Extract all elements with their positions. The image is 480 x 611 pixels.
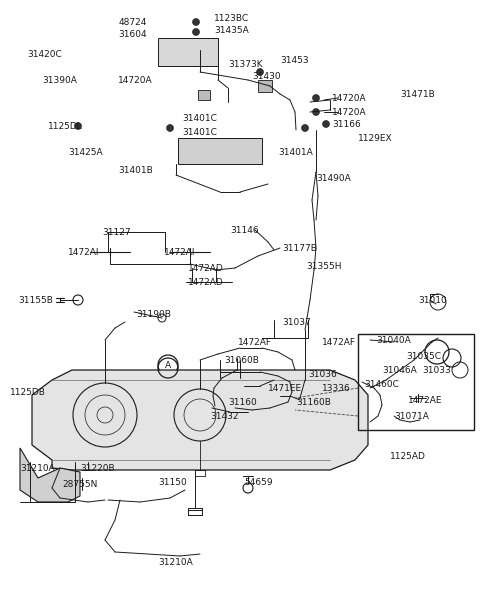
Text: 31425A: 31425A: [68, 148, 103, 157]
Text: 1472AD: 1472AD: [188, 278, 224, 287]
Text: 48724: 48724: [119, 18, 147, 27]
Text: 1129EX: 1129EX: [358, 134, 393, 143]
Text: 31060B: 31060B: [224, 356, 259, 365]
Text: 14720A: 14720A: [118, 76, 153, 85]
Text: 1472AI: 1472AI: [68, 248, 99, 257]
Circle shape: [301, 125, 309, 131]
Text: 31040A: 31040A: [376, 336, 411, 345]
Circle shape: [192, 18, 200, 26]
Text: 31160B: 31160B: [296, 398, 331, 407]
Text: 13336: 13336: [322, 384, 351, 393]
Text: 31046A: 31046A: [382, 366, 417, 375]
Text: 31177B: 31177B: [282, 244, 317, 253]
Text: 31435A: 31435A: [214, 26, 249, 35]
Bar: [158, 38, 218, 66]
Text: 31127: 31127: [102, 228, 131, 237]
Text: 1472AE: 1472AE: [408, 396, 443, 405]
Text: 31373K: 31373K: [228, 60, 263, 69]
Text: 31210A: 31210A: [158, 558, 193, 567]
Text: 1472AD: 1472AD: [188, 264, 224, 273]
Text: 31037: 31037: [282, 318, 311, 327]
Text: 31390A: 31390A: [42, 76, 77, 85]
Text: 31401C: 31401C: [182, 114, 217, 123]
Text: 31490A: 31490A: [316, 174, 351, 183]
Text: 1472AF: 1472AF: [322, 338, 356, 347]
Circle shape: [74, 122, 82, 130]
Text: 31146: 31146: [230, 226, 259, 235]
Bar: [258, 80, 272, 92]
Bar: [178, 138, 262, 164]
Text: 31401C: 31401C: [182, 128, 217, 137]
Text: 54659: 54659: [244, 478, 273, 487]
Text: 31453: 31453: [280, 56, 309, 65]
Text: 1123BC: 1123BC: [214, 14, 249, 23]
Text: 31033: 31033: [422, 366, 451, 375]
Circle shape: [323, 120, 329, 128]
Circle shape: [312, 109, 320, 115]
Text: 1472AF: 1472AF: [238, 338, 272, 347]
Text: 31460C: 31460C: [364, 380, 399, 389]
Text: 14720A: 14720A: [332, 108, 367, 117]
Text: 31430: 31430: [252, 72, 281, 81]
Text: 1125DL: 1125DL: [48, 122, 83, 131]
Text: 1471EE: 1471EE: [268, 384, 302, 393]
Text: 31401B: 31401B: [118, 166, 153, 175]
Text: 1125DB: 1125DB: [10, 388, 46, 397]
Text: 31155B: 31155B: [18, 296, 53, 305]
Text: 31160: 31160: [228, 398, 257, 407]
Polygon shape: [20, 448, 80, 502]
Text: 31036: 31036: [308, 370, 337, 379]
Text: 31432: 31432: [210, 412, 239, 421]
Text: 31420C: 31420C: [27, 50, 62, 59]
Circle shape: [256, 68, 264, 76]
Bar: [198, 90, 210, 100]
Text: 31010: 31010: [418, 296, 447, 305]
Text: 28755N: 28755N: [62, 480, 97, 489]
Text: 14720A: 14720A: [332, 94, 367, 103]
Bar: [358, 334, 474, 430]
Text: 31150: 31150: [158, 478, 187, 487]
Text: 31220B: 31220B: [80, 464, 115, 473]
Text: 31401A: 31401A: [278, 148, 313, 157]
Text: A: A: [165, 360, 171, 370]
Circle shape: [192, 29, 200, 35]
Text: 31166: 31166: [332, 120, 361, 129]
Circle shape: [312, 95, 320, 101]
Text: 31071A: 31071A: [394, 412, 429, 421]
Text: 1472AI: 1472AI: [164, 248, 195, 257]
Text: 31210A: 31210A: [20, 464, 55, 473]
Polygon shape: [32, 370, 368, 470]
Text: 1125AD: 1125AD: [390, 452, 426, 461]
Text: 31190B: 31190B: [136, 310, 171, 319]
Text: 31471B: 31471B: [400, 90, 435, 99]
Circle shape: [167, 125, 173, 131]
Text: 31604: 31604: [119, 30, 147, 39]
Text: 31035C: 31035C: [406, 352, 441, 361]
Text: 31355H: 31355H: [306, 262, 341, 271]
